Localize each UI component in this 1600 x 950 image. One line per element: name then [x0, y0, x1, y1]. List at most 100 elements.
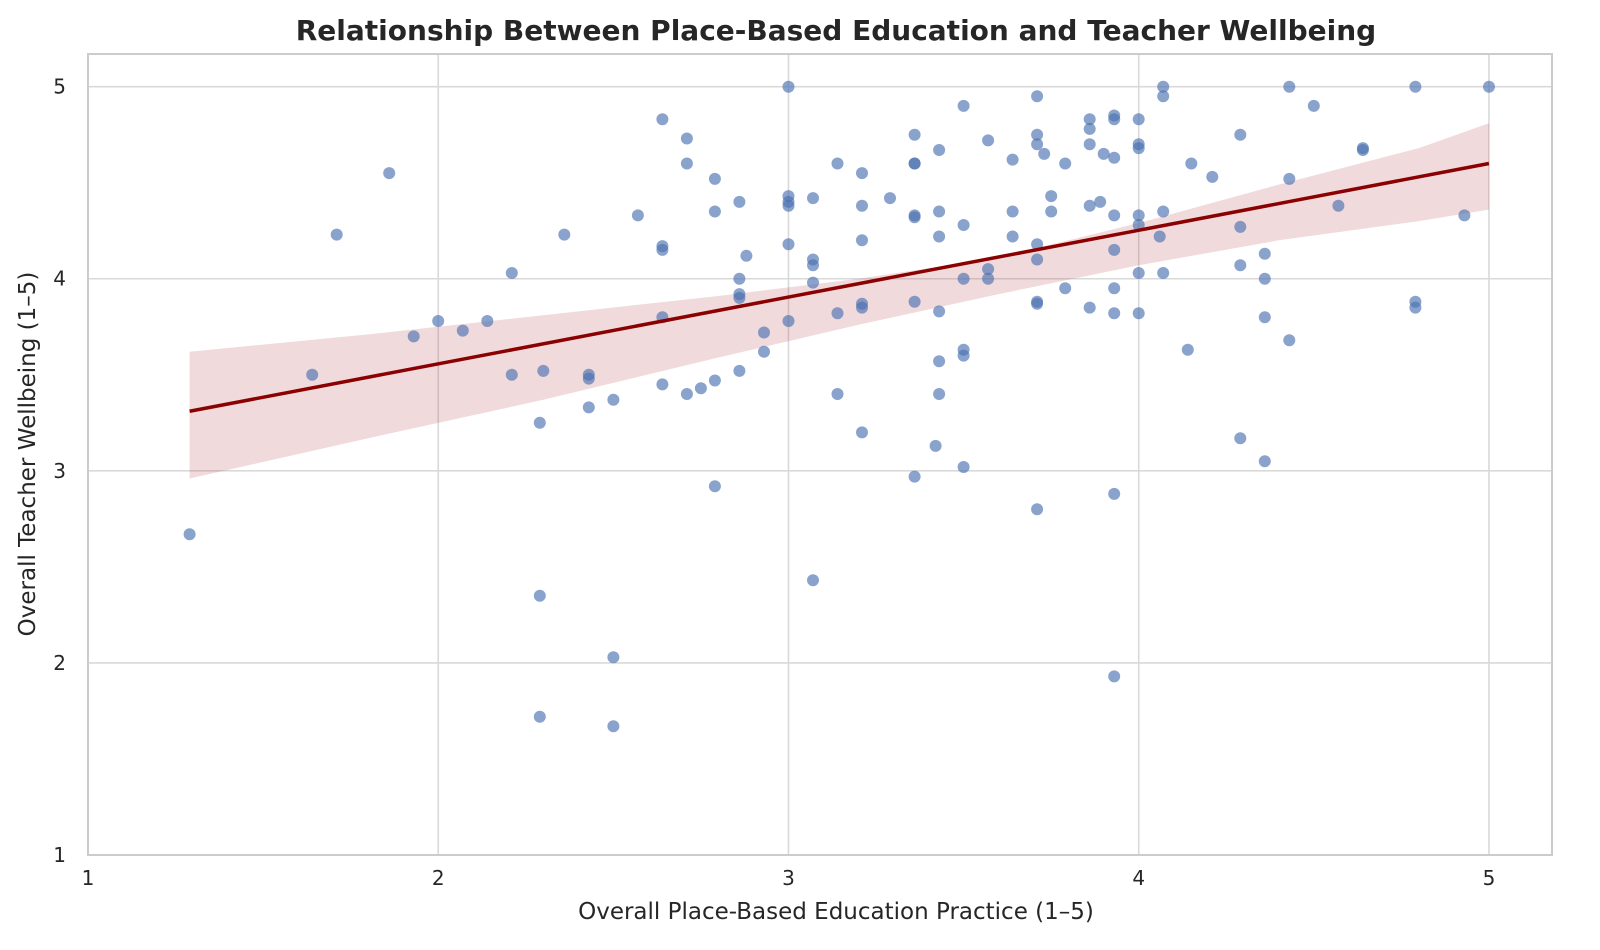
confidence-band-area: [189, 123, 1490, 479]
scatter-point: [708, 480, 721, 493]
scatter-point: [856, 301, 868, 314]
y-axis-label: Overall Teacher Wellbeing (1–5): [15, 272, 41, 637]
scatter-point: [1483, 80, 1495, 93]
scatter-point: [1083, 199, 1096, 212]
scatter-point: [782, 80, 795, 93]
scatter-point: [481, 315, 494, 327]
scatter-point: [1031, 128, 1044, 141]
scatter-point: [533, 710, 546, 723]
scatter-point: [1006, 230, 1019, 243]
scatter-point: [758, 326, 770, 339]
scatter-point: [782, 315, 795, 327]
scatter-point: [330, 228, 343, 241]
scatter-point: [680, 388, 693, 400]
scatter-point: [558, 228, 571, 241]
scatter-point: [1356, 144, 1369, 156]
y-tick-label: 2: [53, 651, 66, 675]
scatter-point: [1031, 90, 1044, 103]
y-tick-label: 5: [53, 75, 66, 99]
scatter-point: [708, 374, 721, 387]
data-points: [183, 80, 1495, 733]
scatter-point: [1108, 282, 1121, 295]
scatter-point: [733, 195, 746, 208]
scatter-point: [1045, 205, 1058, 218]
scatter-point: [505, 267, 518, 279]
scatter-point: [807, 574, 819, 587]
scatter-point: [933, 205, 946, 218]
scatter-point: [933, 230, 946, 243]
scatter-point: [1094, 195, 1107, 208]
scatter-point: [680, 157, 693, 170]
scatter-point: [1031, 238, 1044, 251]
scatter-point: [533, 589, 546, 602]
scatter-point: [694, 382, 707, 395]
scatter-point: [957, 219, 970, 231]
scatter-point: [1185, 157, 1198, 170]
scatter-point: [733, 291, 746, 304]
scatter-point: [929, 439, 942, 452]
scatter-point: [1258, 247, 1271, 260]
scatter-point: [306, 368, 319, 381]
scatter-point: [740, 249, 753, 262]
scatter-point: [1083, 138, 1096, 151]
scatter-point: [1234, 128, 1247, 141]
scatter-point: [1157, 80, 1170, 93]
scatter-point: [957, 349, 970, 362]
scatter-point: [807, 192, 819, 205]
scatter-point: [733, 364, 746, 377]
scatter-point: [1083, 301, 1096, 314]
scatter-point: [383, 167, 396, 180]
scatter-point: [1097, 147, 1110, 160]
scatter-point: [831, 307, 844, 320]
scatter-point: [680, 132, 693, 145]
scatter-point: [1045, 190, 1058, 203]
scatter-point: [456, 324, 469, 337]
scatter-point: [807, 276, 819, 289]
scatter-point: [582, 372, 595, 385]
scatter-point: [505, 368, 518, 381]
scatter-point: [1031, 297, 1044, 310]
scatter-point: [933, 144, 946, 156]
y-tick-label: 3: [53, 459, 66, 483]
scatter-point: [1108, 670, 1121, 683]
scatter-point: [957, 461, 970, 473]
chart-title: Relationship Between Place-Based Educati…: [296, 14, 1376, 47]
scatter-point: [708, 205, 721, 218]
scatter-point: [1059, 157, 1072, 170]
scatter-point: [1153, 230, 1166, 243]
scatter-point: [533, 416, 546, 429]
scatter-point: [856, 426, 868, 439]
scatter-point: [1108, 113, 1121, 126]
scatter-point: [1458, 209, 1471, 222]
scatter-point: [1157, 90, 1170, 103]
scatter-point: [1332, 199, 1345, 212]
scatter-point: [1283, 334, 1296, 347]
scatter-point: [607, 651, 620, 664]
scatter-point: [432, 315, 445, 327]
scatter-point: [982, 263, 995, 276]
scatter-point: [1006, 205, 1019, 218]
y-tick-labels: 1 2 3 4 5: [53, 75, 66, 867]
regression-line: [189, 161, 1490, 413]
scatter-point: [183, 528, 196, 541]
scatter-point: [856, 167, 868, 180]
scatter-point: [1006, 153, 1019, 166]
scatter-point: [933, 355, 946, 368]
scatter-point: [933, 305, 946, 318]
scatter-point: [1157, 267, 1170, 279]
scatter-point: [807, 259, 819, 272]
scatter-point: [1409, 80, 1422, 93]
plot-frame: [87, 53, 1553, 856]
scatter-point: [407, 330, 420, 343]
scatter-point: [1108, 151, 1121, 164]
scatter-point: [908, 157, 921, 170]
scatter-point: [831, 388, 844, 400]
scatter-point: [1409, 301, 1422, 314]
scatter-point: [957, 272, 970, 285]
scatter-point: [1234, 220, 1247, 233]
scatter-point: [1132, 142, 1145, 155]
scatter-point: [1031, 503, 1044, 516]
scatter-point: [656, 113, 669, 126]
scatter-point: [1234, 432, 1247, 445]
